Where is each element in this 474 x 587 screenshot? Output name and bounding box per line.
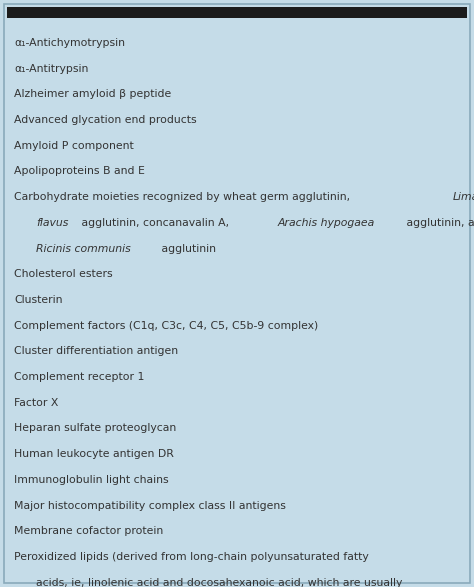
Text: α₁-Antitrypsin: α₁-Antitrypsin (14, 64, 88, 74)
Text: Major histocompatibility complex class II antigens: Major histocompatibility complex class I… (14, 501, 286, 511)
Text: Amyloid P component: Amyloid P component (14, 141, 134, 151)
Text: Complement receptor 1: Complement receptor 1 (14, 372, 145, 382)
Bar (7, 7, 467, 18)
Text: Alzheimer amyloid β peptide: Alzheimer amyloid β peptide (14, 89, 171, 99)
Text: Cholesterol esters: Cholesterol esters (14, 269, 113, 279)
Text: Cluster differentiation antigen: Cluster differentiation antigen (14, 346, 178, 356)
Text: Apolipoproteins B and E: Apolipoproteins B and E (14, 167, 145, 177)
Text: Peroxidized lipids (derived from long-chain polyunsaturated fatty: Peroxidized lipids (derived from long-ch… (14, 552, 369, 562)
Text: Carbohydrate moieties recognized by wheat germ agglutinin,: Carbohydrate moieties recognized by whea… (14, 192, 354, 202)
Text: agglutinin, and: agglutinin, and (403, 218, 474, 228)
Text: Arachis hypogaea: Arachis hypogaea (277, 218, 374, 228)
Text: Ricinis communis: Ricinis communis (36, 244, 131, 254)
Text: Membrane cofactor protein: Membrane cofactor protein (14, 526, 163, 536)
Text: Clusterin: Clusterin (14, 295, 63, 305)
Text: Human leukocyte antigen DR: Human leukocyte antigen DR (14, 449, 174, 459)
Text: Factor X: Factor X (14, 398, 58, 408)
Text: agglutinin: agglutinin (158, 244, 216, 254)
Text: agglutinin, concanavalin A,: agglutinin, concanavalin A, (78, 218, 232, 228)
Text: acids, ie, linolenic acid and docosahexanoic acid, which are usually: acids, ie, linolenic acid and docosahexa… (36, 578, 402, 587)
Text: flavus: flavus (36, 218, 68, 228)
Text: Immunoglobulin light chains: Immunoglobulin light chains (14, 475, 169, 485)
Text: Limax: Limax (452, 192, 474, 202)
Text: α₁-Antichymotrypsin: α₁-Antichymotrypsin (14, 38, 125, 48)
Text: Heparan sulfate proteoglycan: Heparan sulfate proteoglycan (14, 423, 176, 433)
Text: Advanced glycation end products: Advanced glycation end products (14, 115, 197, 125)
Text: Complement factors (C1q, C3c, C4, C5, C5b-9 complex): Complement factors (C1q, C3c, C4, C5, C5… (14, 321, 318, 330)
